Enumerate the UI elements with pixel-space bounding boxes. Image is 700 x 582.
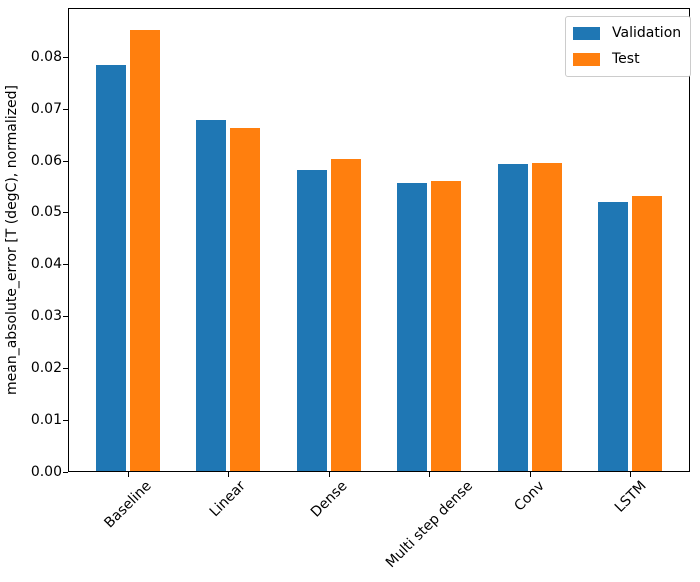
ytick-label-0.06: 0.06 [30,153,62,169]
bar-validation-lstm [598,202,628,472]
ytick-label-0.03: 0.03 [30,308,62,324]
ytick-mark-0.06 [63,161,68,162]
legend-label-validation: Validation [612,25,682,41]
plot-area [68,8,690,472]
bar-test-multi-step-dense [431,181,461,472]
bar-validation-conv [498,164,528,472]
legend-label-test: Test [612,51,640,67]
validation-color-swatch [573,26,600,40]
y-axis-label: mean_absolute_error [T (degC), normalize… [4,85,20,395]
ytick-mark-0.07 [63,109,68,110]
ytick-label-0.01: 0.01 [30,412,62,428]
ytick-mark-0.08 [63,57,68,58]
legend: Validation Test [565,16,692,77]
bar-validation-linear [196,120,226,472]
xtick-mark-dense [329,472,330,477]
legend-entry-validation: Validation [573,23,681,43]
ytick-mark-0.00 [63,472,68,473]
bar-test-lstm [632,196,662,472]
ytick-mark-0.01 [63,420,68,421]
ytick-label-0.07: 0.07 [30,101,62,117]
ytick-mark-0.05 [63,212,68,213]
ytick-label-0.02: 0.02 [30,360,62,376]
ytick-label-0.05: 0.05 [30,204,62,220]
xtick-label-conv: Conv [511,478,548,515]
xtick-label-lstm: LSTM [611,478,650,516]
xtick-label-dense: Dense [307,478,351,521]
test-color-swatch [573,52,600,66]
xtick-mark-multi-step-dense [429,472,430,477]
xtick-label-multi-step-dense: Multi step dense [382,478,477,572]
xtick-label-baseline: Baseline [101,478,155,532]
xtick-mark-conv [530,472,531,477]
legend-entry-test: Test [573,49,681,69]
ytick-label-0.00: 0.00 [30,464,62,480]
ytick-label-0.08: 0.08 [30,49,62,65]
bar-test-linear [230,128,260,472]
xtick-mark-linear [228,472,229,477]
bar-test-conv [532,163,562,472]
ytick-mark-0.02 [63,368,68,369]
bar-test-dense [331,159,361,472]
ytick-mark-0.04 [63,264,68,265]
ytick-mark-0.03 [63,316,68,317]
xtick-mark-lstm [630,472,631,477]
bar-validation-multi-step-dense [397,183,427,472]
xtick-label-linear: Linear [206,478,249,521]
xtick-mark-baseline [128,472,129,477]
bar-validation-dense [297,170,327,472]
bar-test-baseline [130,30,160,472]
bar-validation-baseline [96,65,126,472]
ytick-label-0.04: 0.04 [30,256,62,272]
